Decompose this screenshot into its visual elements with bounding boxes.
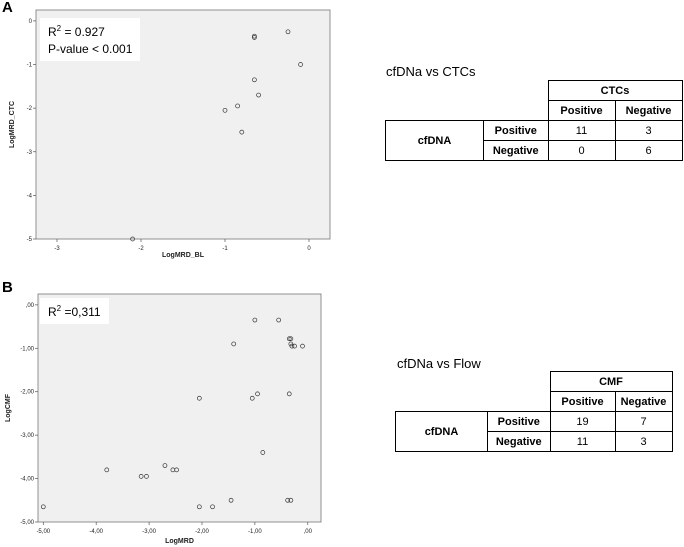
data-point [174, 467, 179, 473]
table-cell: 11 [549, 431, 616, 452]
x-tick-label: -1 [222, 246, 228, 252]
y-tick-label: -3 [27, 150, 33, 156]
y-tick-label: -5,00 [20, 520, 34, 526]
table-a-title: cfDNa vs CTCs [386, 64, 476, 79]
table-group-header: CTCs [547, 80, 683, 101]
data-point [256, 92, 261, 98]
panel-a-letter: A [2, 0, 13, 16]
contingency-table-b: CMF Positive Negative cfDNA Positive 19 … [395, 371, 673, 452]
table-b-title: cfDNa vs Flow [397, 356, 481, 371]
data-point [255, 391, 260, 397]
col-header-negative: Negative [614, 100, 683, 121]
stats-box-a: R2 = 0.927 P-value < 0.001 [40, 18, 141, 61]
row-label-positive: Positive [483, 120, 549, 141]
y-axis-label: LogMRD_CTC [9, 101, 16, 148]
data-point [144, 474, 149, 479]
data-point [286, 391, 292, 397]
y-tick-label: ,00 [26, 303, 35, 309]
table-cell: 3 [614, 120, 683, 141]
col-header-negative: Negative [614, 391, 673, 412]
panel-b-letter: B [2, 279, 13, 296]
scatter-plot-b: -5,00 -4,00 -3,00 -2,00 -1,00 ,00 ,00 -1,00 -2,0… [5, 293, 322, 545]
data-point [252, 35, 257, 40]
data-point [40, 504, 46, 510]
y-tick-label: -3,00 [20, 433, 34, 439]
data-point [288, 336, 294, 342]
data-point [162, 463, 168, 468]
data-point [252, 317, 258, 323]
data-point [228, 497, 234, 503]
x-tick-label: -1,00 [248, 529, 262, 535]
y-tick-label: -1 [27, 63, 33, 69]
data-point [104, 467, 110, 473]
data-point [276, 317, 282, 323]
data-point [285, 497, 291, 503]
x-tick-label: -3 [54, 246, 60, 252]
data-point [292, 343, 297, 349]
data-point [252, 33, 257, 39]
data-point [130, 236, 135, 242]
x-tick-label: -2 [138, 246, 144, 252]
table-cell: 7 [614, 411, 673, 432]
x-tick-label: ,00 [304, 529, 313, 535]
data-point [196, 395, 202, 401]
data-point [288, 341, 294, 347]
y-tick-label: -5 [27, 237, 33, 243]
row-label-positive: Positive [487, 411, 551, 432]
x-tick-label: -3,00 [142, 529, 156, 535]
data-point [249, 395, 255, 401]
table-cell: 19 [549, 411, 616, 432]
data-point [285, 29, 291, 35]
data-point [286, 336, 292, 342]
data-point [231, 341, 237, 347]
col-header-positive: Positive [549, 391, 616, 412]
table-cell: 3 [614, 431, 673, 452]
plot-area [37, 293, 322, 523]
r-squared-label: R2 =0,311 [48, 304, 101, 319]
y-tick-label: -4,00 [20, 477, 34, 483]
data-point [288, 497, 294, 503]
data-point [300, 343, 305, 349]
row-group-label: cfDNA [385, 120, 484, 161]
y-tick-label: -1,00 [20, 346, 34, 352]
data-point [210, 504, 215, 510]
y-tick-label: -2,00 [20, 390, 34, 396]
data-point [196, 504, 202, 510]
x-tick-label: 0 [307, 246, 311, 252]
data-point [235, 103, 240, 109]
x-tick-label: -2,00 [195, 529, 209, 535]
data-point [138, 474, 144, 479]
r-squared-label: R2 = 0.927 [48, 24, 105, 39]
contingency-table-a: CTCs Positive Negative cfDNA Positive 11… [385, 80, 683, 161]
data-point [260, 450, 266, 455]
row-group-label: cfDNA [395, 411, 488, 452]
p-value-label: P-value < 0.001 [48, 42, 133, 56]
y-tick-label: 0 [29, 19, 33, 25]
stats-box-b: R2 =0,311 [40, 298, 109, 324]
data-point [289, 343, 295, 349]
row-label-negative: Negative [483, 140, 549, 161]
x-tick-label: -4,00 [89, 529, 103, 535]
table-cell: 6 [614, 140, 683, 161]
x-axis-label: LogMRD_BL [162, 252, 205, 259]
y-tick-label: -4 [27, 193, 33, 199]
table-group-header: CMF [549, 371, 673, 392]
data-point [252, 77, 257, 83]
x-axis-label: LogMRD [165, 538, 194, 545]
data-point [222, 107, 228, 113]
col-header-positive: Positive [547, 100, 616, 121]
table-cell: 11 [547, 120, 616, 141]
table-cell: 0 [547, 140, 616, 161]
y-axis-label: LogCMF [5, 393, 12, 422]
data-point [239, 129, 245, 135]
y-tick-label: -2 [27, 106, 33, 112]
row-label-negative: Negative [487, 431, 551, 452]
data-point [298, 62, 303, 67]
x-tick-label: -5,00 [36, 529, 50, 535]
